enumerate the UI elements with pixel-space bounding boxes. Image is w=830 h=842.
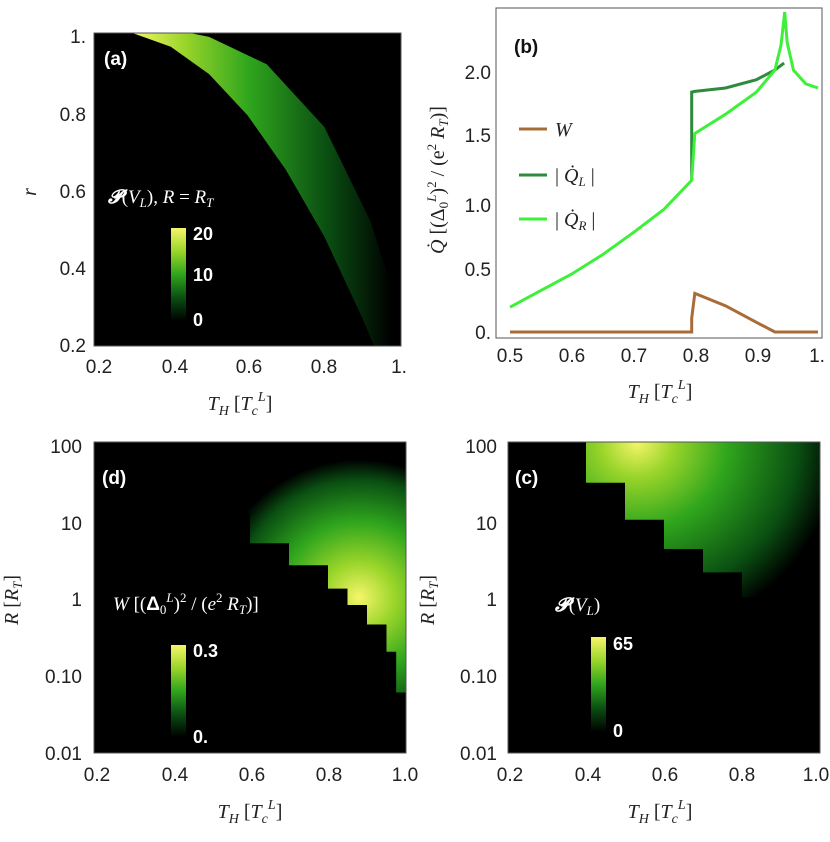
panel-d-ytick: 0.01 bbox=[45, 744, 82, 765]
panel-b-xtick: 0.8 bbox=[683, 346, 709, 367]
panel-c: (c) 0.2 0.4 0.6 0.8 1.0 100 10 1 0.10 0.… bbox=[417, 437, 829, 827]
panel-d: (d) 0.2 0.4 0.6 0.8 1.0 100 10 1 0.10 0.… bbox=[1, 437, 418, 827]
panel-a-colorbar-title: 𝓟(VL), R = RT bbox=[108, 187, 214, 210]
panel-a-colorbar-tick: 10 bbox=[193, 265, 213, 285]
panel-a-colorbar-bar bbox=[171, 228, 186, 321]
panel-c-xtick: 0.6 bbox=[652, 765, 678, 786]
panel-a-yticks: 1. 0.8 0.6 0.4 0.2 bbox=[60, 27, 87, 357]
panel-b-xtick: 0.7 bbox=[621, 346, 647, 367]
legend-w-label: W bbox=[555, 119, 574, 141]
panel-d-xlabel: TH [TcL] bbox=[218, 798, 283, 827]
panel-c-xtick: 1.0 bbox=[803, 765, 829, 786]
panel-c-ylabel: R [RT] bbox=[417, 575, 441, 626]
legend-ql-label: | Q̇L | bbox=[555, 164, 595, 189]
panel-c-ytick: 1 bbox=[486, 590, 497, 611]
panel-d-xticks: 0.2 0.4 0.6 0.8 1.0 bbox=[84, 765, 418, 786]
panel-d-colorbar-title: W [(Δ0L)2 / (e2 RT)] bbox=[113, 590, 259, 617]
panel-a-xtick: 0.8 bbox=[311, 357, 337, 378]
panel-a-xtick: 0.6 bbox=[236, 357, 262, 378]
panel-c-xticks: 0.2 0.4 0.6 0.8 1.0 bbox=[497, 765, 829, 786]
panel-c-label: (c) bbox=[515, 468, 538, 489]
panel-d-ytick: 1 bbox=[71, 590, 82, 611]
panel-b-frame bbox=[495, 7, 823, 339]
panel-d-ylabel: R [RT] bbox=[1, 575, 25, 626]
panel-d-ytick: 100 bbox=[50, 437, 82, 458]
panel-b-ytick: 0. bbox=[475, 323, 491, 344]
panel-a-colorbar: 𝓟(VL), R = RT 20 10 0 bbox=[108, 187, 214, 330]
panel-a-power-region bbox=[132, 33, 392, 346]
panel-d-xtick: 0.4 bbox=[162, 765, 189, 786]
panel-a-xticks: 0.2 0.4 0.6 0.8 1. bbox=[86, 357, 407, 378]
panel-d-colorbar-tick: 0.3 bbox=[193, 641, 218, 661]
panel-d-xtick: 0.2 bbox=[84, 765, 110, 786]
panel-c-frame bbox=[507, 441, 821, 754]
series-qr-line bbox=[509, 11, 819, 309]
panel-a-frame bbox=[93, 32, 402, 347]
panel-a-label: (a) bbox=[104, 49, 127, 70]
panel-d-colorbar-tick: 0. bbox=[193, 727, 208, 747]
panel-b-ytick: 1.0 bbox=[465, 196, 491, 217]
panel-b-yticks: 0. 0.5 1.0 1.5 2.0 bbox=[465, 63, 491, 344]
panel-b-ytick: 0.5 bbox=[465, 260, 491, 281]
panel-d-work-region bbox=[144, 442, 406, 693]
panel-b-legend: W | Q̇L | | Q̇R | bbox=[519, 119, 595, 233]
panel-a-ytick: 0.8 bbox=[60, 105, 86, 126]
series-w-line bbox=[510, 291, 818, 334]
panel-b-ylabel: Q̇ [(Δ0L)2 / (e2 RT)] bbox=[424, 106, 451, 254]
panel-b-lines bbox=[509, 11, 819, 334]
panel-b: (b) 0.5 0.6 0.7 0.8 0.9 1. 0. 0.5 1.0 1.… bbox=[424, 7, 825, 407]
panel-c-ytick: 0.10 bbox=[460, 667, 497, 688]
panel-a-ylabel: r bbox=[19, 188, 41, 196]
panel-a-ytick: 0.2 bbox=[60, 336, 86, 357]
panel-c-power-region bbox=[550, 442, 820, 699]
panel-a-colorbar-tick: 0 bbox=[193, 310, 203, 330]
panel-d-colorbar: W [(Δ0L)2 / (e2 RT)] 0.3 0. bbox=[113, 590, 259, 747]
panel-c-ytick: 10 bbox=[476, 514, 497, 535]
panel-a-ytick: 0.4 bbox=[60, 259, 87, 280]
panel-b-ytick: 1.5 bbox=[465, 126, 491, 147]
panel-a-xtick: 0.4 bbox=[162, 357, 189, 378]
panel-c-ytick: 0.01 bbox=[460, 744, 497, 765]
panel-c-ytick: 100 bbox=[465, 437, 497, 458]
panel-d-colorbar-bar bbox=[171, 645, 186, 737]
panel-b-ytick: 2.0 bbox=[465, 63, 491, 84]
panel-b-xtick: 0.5 bbox=[497, 346, 523, 367]
panel-d-ytick: 0.10 bbox=[45, 667, 82, 688]
panel-c-colorbar-tick: 0 bbox=[613, 721, 623, 741]
panel-a-xtick: 1. bbox=[391, 357, 407, 378]
panel-c-xtick: 0.8 bbox=[729, 765, 755, 786]
panel-c-colorbar-title: 𝓟(VL) bbox=[555, 595, 600, 618]
panel-b-xtick: 1. bbox=[809, 346, 825, 367]
panel-a-xlabel: TH [TcL] bbox=[208, 390, 273, 419]
panel-a: (a) 0.2 0.4 0.6 0.8 1. 1. 0.8 0.6 0.4 0.… bbox=[19, 27, 407, 419]
panel-c-xtick: 0.2 bbox=[497, 765, 523, 786]
panel-d-xtick: 0.6 bbox=[239, 765, 265, 786]
panel-d-label: (d) bbox=[102, 468, 126, 489]
panel-d-xtick: 1.0 bbox=[392, 765, 418, 786]
panel-b-xtick: 0.9 bbox=[745, 346, 771, 367]
panel-b-label: (b) bbox=[514, 37, 538, 58]
panel-a-ytick: 0.6 bbox=[60, 182, 86, 203]
panel-d-xtick: 0.8 bbox=[316, 765, 342, 786]
legend-qr-label: | Q̇R | bbox=[555, 208, 595, 233]
panel-c-colorbar-tick: 65 bbox=[613, 634, 633, 654]
panel-b-xticks: 0.5 0.6 0.7 0.8 0.9 1. bbox=[497, 346, 825, 367]
panel-a-ytick: 1. bbox=[70, 27, 86, 48]
panel-d-ytick: 10 bbox=[61, 514, 82, 535]
panel-c-xtick: 0.4 bbox=[575, 765, 602, 786]
panel-a-xtick: 0.2 bbox=[86, 357, 112, 378]
panel-a-colorbar-tick: 20 bbox=[193, 224, 213, 244]
panel-b-plot-area bbox=[496, 8, 822, 338]
panel-c-colorbar-bar bbox=[591, 637, 606, 732]
panel-b-xtick: 0.6 bbox=[559, 346, 585, 367]
panel-c-yticks: 100 10 1 0.10 0.01 bbox=[460, 437, 497, 765]
panel-b-xlabel: TH [TcL] bbox=[628, 378, 693, 407]
panel-c-xlabel: TH [TcL] bbox=[628, 798, 693, 827]
panel-d-yticks: 100 10 1 0.10 0.01 bbox=[45, 437, 82, 765]
panel-d-frame bbox=[93, 441, 407, 754]
